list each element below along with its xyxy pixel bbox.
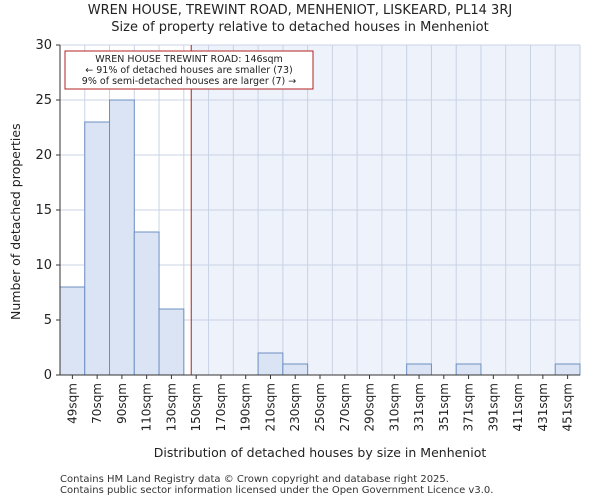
bar bbox=[406, 363, 432, 376]
footer-licence: Contains public sector information licen… bbox=[60, 485, 494, 496]
x-tick-label: 170sqm bbox=[214, 383, 228, 431]
x-tick-label: 90sqm bbox=[115, 383, 129, 424]
x-tick-label: 431sqm bbox=[536, 383, 550, 431]
x-tick-label: 331sqm bbox=[412, 383, 426, 431]
y-tick-label: 30 bbox=[35, 38, 52, 53]
x-tick-label: 290sqm bbox=[363, 383, 377, 431]
x-axis-label: Distribution of detached houses by size … bbox=[153, 445, 487, 460]
x-tick-label: 371sqm bbox=[462, 383, 476, 431]
y-axis-label: Number of detached properties bbox=[8, 123, 23, 320]
x-tick-label: 230sqm bbox=[288, 383, 302, 431]
bar bbox=[455, 363, 482, 376]
x-tick-label: 411sqm bbox=[511, 383, 525, 431]
y-tick-label: 10 bbox=[35, 258, 52, 273]
x-tick-label: 190sqm bbox=[239, 383, 253, 431]
x-tick-label: 110sqm bbox=[140, 383, 154, 431]
x-tick-label: 210sqm bbox=[263, 383, 277, 431]
bar bbox=[84, 121, 111, 376]
chart-subtitle: Size of property relative to detached ho… bbox=[111, 20, 489, 35]
y-tick-label: 20 bbox=[35, 148, 52, 163]
x-tick-label: 310sqm bbox=[387, 383, 401, 431]
footer-copyright: Contains HM Land Registry data © Crown c… bbox=[60, 474, 449, 485]
bar bbox=[554, 363, 581, 376]
x-tick-label: 351sqm bbox=[437, 383, 451, 431]
x-tick-label: 49sqm bbox=[65, 383, 79, 424]
annotation-line: 9% of semi-detached houses are larger (7… bbox=[82, 76, 296, 87]
bar bbox=[109, 99, 135, 376]
y-tick-label: 25 bbox=[35, 93, 52, 108]
bar bbox=[282, 363, 309, 376]
bar bbox=[59, 286, 86, 376]
y-tick-label: 0 bbox=[44, 368, 52, 383]
bar bbox=[257, 352, 284, 376]
x-tick-label: 250sqm bbox=[313, 383, 327, 431]
bar bbox=[158, 308, 185, 376]
x-tick-label: 391sqm bbox=[486, 383, 500, 431]
annotation-box bbox=[64, 50, 314, 90]
x-tick-label: 270sqm bbox=[338, 383, 352, 431]
bar bbox=[133, 231, 160, 376]
chart-title: WREN HOUSE, TREWINT ROAD, MENHENIOT, LIS… bbox=[87, 3, 513, 18]
y-tick-label: 5 bbox=[44, 313, 52, 328]
annotation-line: ← 91% of detached houses are smaller (73… bbox=[85, 65, 292, 76]
x-tick-label: 130sqm bbox=[164, 383, 178, 431]
x-tick-label: 451sqm bbox=[561, 383, 575, 431]
y-tick-label: 15 bbox=[35, 203, 52, 218]
x-tick-label: 70sqm bbox=[90, 383, 104, 424]
x-tick-label: 150sqm bbox=[189, 383, 203, 431]
annotation-line: WREN HOUSE TREWINT ROAD: 146sqm bbox=[95, 54, 283, 65]
